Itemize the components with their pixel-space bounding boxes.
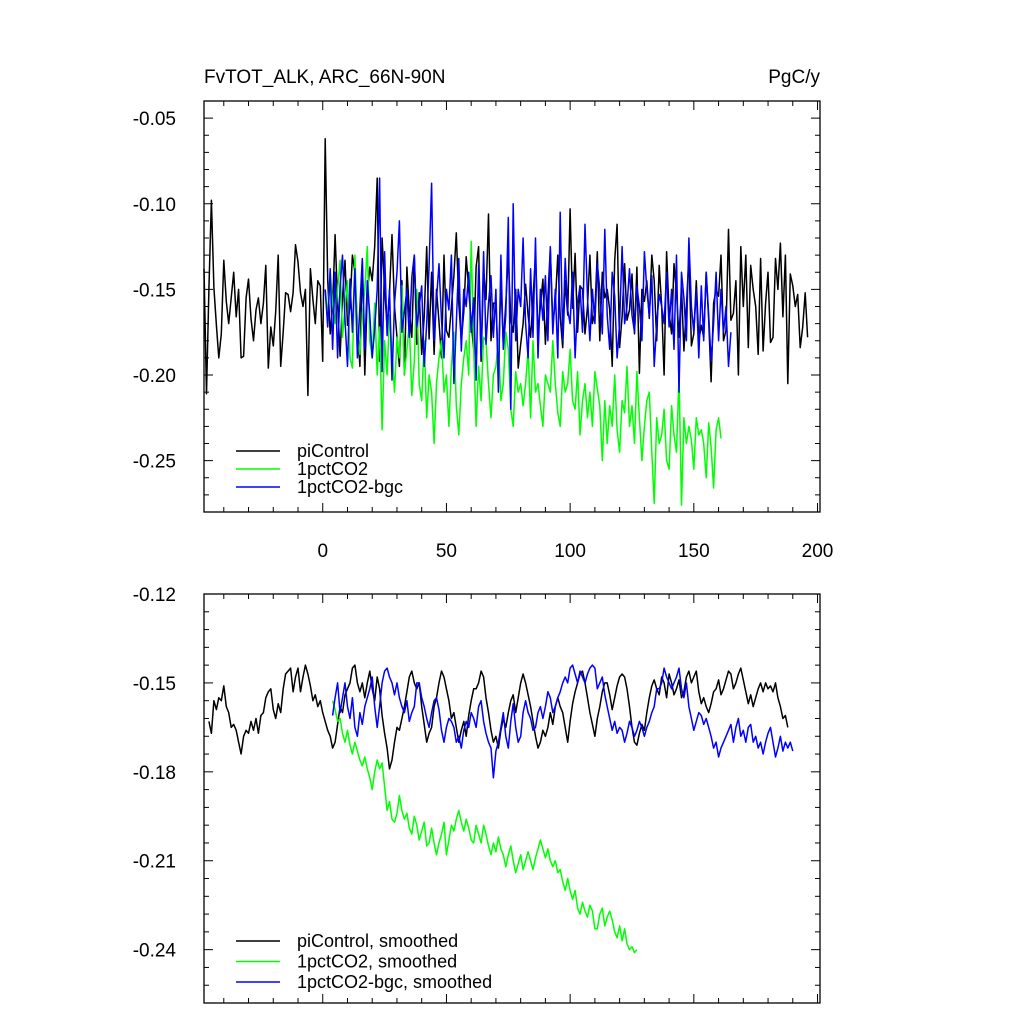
x-tick-label: 0 [317, 541, 328, 562]
x-tick-label: 50 [436, 541, 457, 562]
y-tick-label: -0.21 [133, 852, 176, 873]
plot-frame [203, 593, 821, 1004]
series-line-2 [331, 700, 638, 954]
y-tick-label: -0.24 [133, 941, 177, 962]
y-tick-label: -0.18 [133, 763, 176, 784]
series-line-3 [331, 664, 794, 779]
y-tick-label: -0.20 [133, 366, 176, 387]
legend-label: 1pctCO2-bgc [297, 477, 403, 497]
series-line-1 [203, 137, 809, 397]
chart-units: PgC/y [768, 67, 820, 88]
bottom-panel: -0.12 -0.15 -0.18 -0.21 -0.24 piControl, smoo… [133, 585, 821, 1004]
legend-label: piControl [297, 441, 369, 461]
y-tick-label: -0.25 [133, 452, 176, 473]
y-tick-label: -0.05 [133, 109, 176, 130]
series-line-1 [208, 664, 789, 770]
chart-title-left: FvTOT_ALK, ARC_66N-90N [204, 67, 445, 88]
legend-label: 1pctCO2 [297, 459, 368, 479]
y-tick-label: -0.10 [133, 195, 176, 216]
legend-label: 1pctCO2-bgc, smoothed [297, 972, 492, 992]
y-tick-label: -0.12 [133, 585, 176, 606]
x-tick-label: 200 [802, 541, 834, 562]
x-tick-label: 100 [554, 541, 586, 562]
y-tick-label: -0.15 [133, 674, 176, 695]
legend-label: 1pctCO2, smoothed [297, 952, 457, 972]
series-line-3 [324, 177, 732, 410]
y-tick-label: -0.15 [133, 280, 176, 301]
x-tick-label: 150 [678, 541, 710, 562]
legend-label: piControl, smoothed [297, 931, 458, 951]
top-panel: 0 50 100 150 200 -0.05 -0.10 -0.15 -0.20 -0.25 piC… [133, 100, 834, 562]
